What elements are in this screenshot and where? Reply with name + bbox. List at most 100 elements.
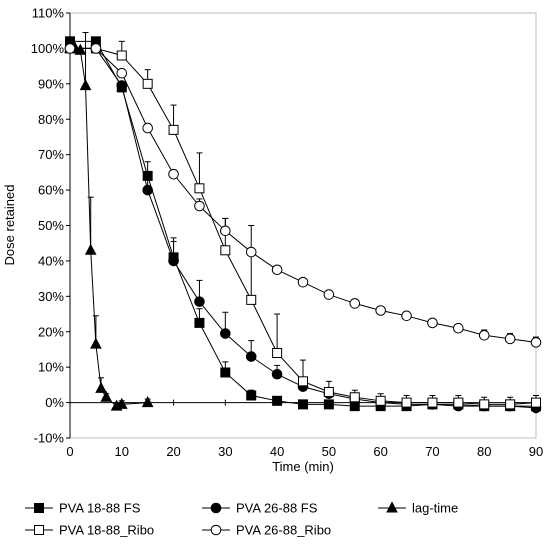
data-point: [142, 122, 153, 134]
data-point: [64, 43, 76, 54]
data-point: [141, 396, 154, 408]
data-point: [298, 399, 308, 410]
data-point: [375, 305, 386, 316]
data-point: [116, 50, 127, 61]
data-point: [168, 124, 179, 135]
data-point: [194, 183, 205, 194]
data-point: [100, 390, 113, 402]
x-tick-label: 10: [115, 444, 129, 459]
data-point: [245, 246, 257, 258]
data-point: [84, 243, 97, 255]
y-tick-label: 90%: [38, 76, 64, 91]
legend-marker: [386, 501, 398, 513]
data-point: [220, 245, 231, 256]
data-point: [168, 168, 179, 180]
legend-label: PVA 18-88_Ribo: [59, 523, 154, 538]
y-tick-label: 10%: [38, 360, 64, 375]
x-tick-label: 70: [425, 444, 439, 459]
x-tick-label: 60: [373, 444, 387, 459]
legend-marker: [210, 502, 222, 514]
legend-marker: [210, 524, 222, 536]
legend-label: PVA 26-88 FS: [236, 501, 318, 516]
legend-label: lag-time: [412, 501, 458, 516]
data-point: [246, 390, 257, 401]
data-point: [142, 170, 153, 181]
series-line: [70, 40, 536, 407]
data-point: [271, 264, 283, 276]
y-tick-label: 80%: [38, 112, 64, 127]
series-line: [70, 47, 148, 407]
y-tick-label: 60%: [38, 183, 64, 198]
data-point: [194, 200, 205, 212]
data-point: [427, 317, 438, 329]
data-point: [116, 80, 128, 91]
data-point: [220, 225, 231, 237]
legend-marker: [34, 525, 44, 535]
data-point: [453, 322, 464, 334]
data-point: [401, 397, 412, 408]
data-points: [64, 36, 542, 414]
data-point: [142, 78, 153, 89]
data-point: [116, 67, 128, 79]
data-point: [531, 397, 541, 408]
x-tick-labels: 0 10 20 30 40 50 60 70 80 90: [66, 399, 543, 459]
x-tick-label: 0: [66, 444, 73, 459]
data-point: [427, 397, 438, 408]
x-tick-label: 80: [477, 444, 491, 459]
legend-marker: [34, 503, 44, 513]
data-point: [142, 184, 153, 196]
data-point: [194, 317, 205, 328]
legend-label: PVA 18-88 FS: [59, 501, 141, 516]
series-line: [70, 47, 537, 409]
data-point: [453, 397, 464, 408]
y-axis-label: Dose retained: [2, 185, 17, 266]
data-point: [271, 368, 283, 380]
data-point: [220, 367, 231, 378]
data-point: [479, 399, 490, 410]
data-point: [349, 392, 360, 403]
data-point: [323, 289, 335, 300]
x-tick-label: 90: [529, 444, 543, 459]
series-line: [70, 47, 537, 343]
data-point: [504, 333, 516, 345]
y-tick-label: 70%: [38, 147, 64, 162]
data-point: [79, 79, 92, 91]
series-lines: [70, 40, 537, 409]
data-point: [478, 329, 490, 341]
data-point: [90, 43, 102, 54]
data-point: [246, 294, 257, 305]
data-point: [298, 376, 308, 387]
data-point: [194, 296, 205, 307]
data-point: [115, 397, 128, 409]
x-tick-label: 50: [322, 444, 336, 459]
data-point: [530, 337, 542, 348]
legend-label: PVA 26-88_Ribo: [236, 523, 331, 538]
y-tick-label: 100%: [31, 41, 65, 56]
y-tick-label: 40%: [38, 253, 64, 268]
data-point: [323, 386, 334, 397]
y-tick-label: 50%: [38, 218, 64, 233]
legend: PVA 18-88 FS PVA 26-88 FS lag-time PVA 18-8…: [25, 501, 458, 538]
y-tick-label: 30%: [38, 289, 64, 304]
data-point: [297, 276, 309, 288]
y-tick-label: 110%: [32, 6, 65, 21]
data-point: [272, 395, 283, 406]
data-point: [74, 43, 87, 55]
data-point: [375, 395, 386, 406]
data-point: [323, 399, 334, 410]
data-point: [220, 328, 231, 339]
x-axis-label: Time (min): [272, 459, 334, 474]
data-point: [401, 310, 412, 322]
data-point: [349, 298, 361, 309]
y-tick-label: 20%: [38, 324, 64, 339]
data-point: [90, 337, 102, 349]
series-line: [70, 47, 537, 405]
data-point: [95, 381, 107, 393]
y-tick-label: -10%: [34, 431, 65, 446]
y-tick-label: 0%: [45, 395, 64, 410]
x-tick-label: 40: [270, 444, 284, 459]
data-point: [272, 348, 283, 358]
x-tick-label: 30: [218, 444, 232, 459]
data-point: [168, 255, 179, 267]
